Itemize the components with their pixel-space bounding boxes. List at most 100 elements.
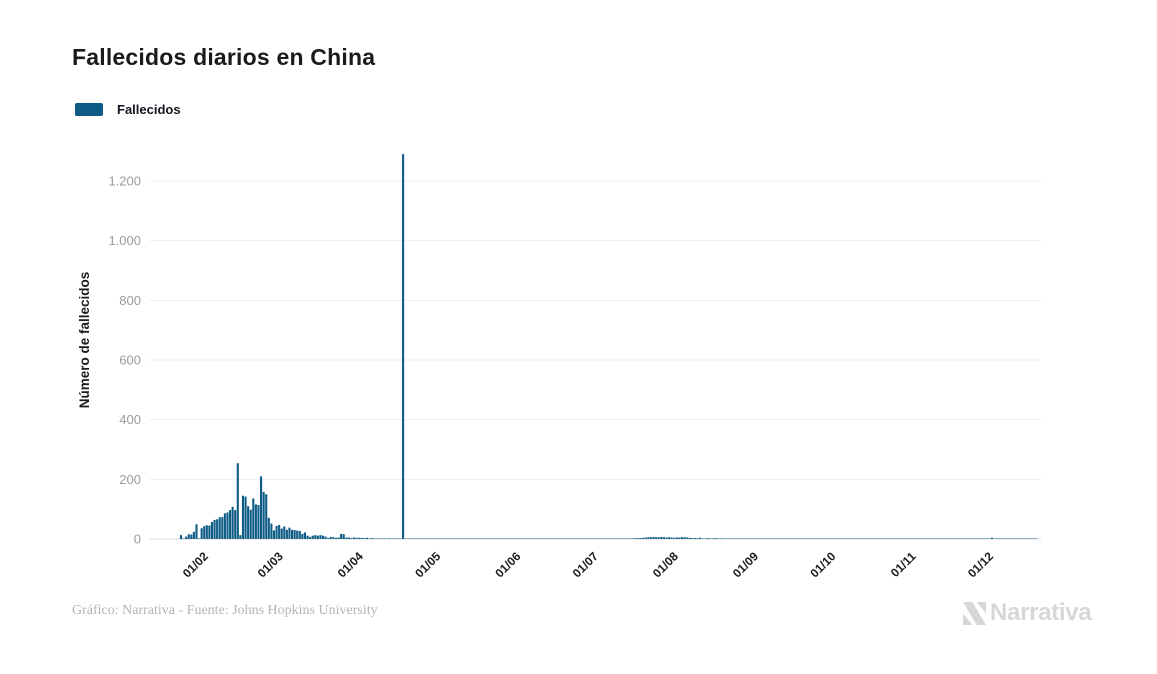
bar[interactable] <box>861 538 864 539</box>
bar[interactable] <box>823 538 826 539</box>
bar[interactable] <box>340 533 343 539</box>
bar[interactable] <box>678 537 681 539</box>
bar[interactable] <box>386 538 389 539</box>
bar[interactable] <box>210 521 214 539</box>
bar[interactable] <box>280 528 283 539</box>
bar[interactable] <box>965 538 968 539</box>
bar[interactable] <box>841 538 844 539</box>
bar[interactable] <box>771 538 774 539</box>
bar[interactable] <box>688 537 691 539</box>
bar[interactable] <box>773 538 777 539</box>
bar[interactable] <box>934 538 937 539</box>
bar[interactable] <box>489 538 492 539</box>
bar[interactable] <box>564 538 567 539</box>
bar[interactable] <box>820 538 823 539</box>
bar[interactable] <box>518 538 521 539</box>
bar[interactable] <box>497 538 500 539</box>
bar[interactable] <box>856 538 859 539</box>
bar[interactable] <box>983 538 986 539</box>
bar[interactable] <box>360 537 363 539</box>
bar[interactable] <box>399 538 402 539</box>
bar[interactable] <box>593 538 596 539</box>
bar[interactable] <box>1024 538 1027 539</box>
bar[interactable] <box>582 538 585 539</box>
bar[interactable] <box>854 538 857 539</box>
bar[interactable] <box>538 538 542 539</box>
bar[interactable] <box>699 537 702 539</box>
bar[interactable] <box>363 538 366 539</box>
bar[interactable] <box>717 538 720 539</box>
bar[interactable] <box>657 537 660 539</box>
bar[interactable] <box>329 536 332 539</box>
bar[interactable] <box>864 538 867 539</box>
bar[interactable] <box>334 537 337 539</box>
bar[interactable] <box>270 523 273 539</box>
bar[interactable] <box>1021 538 1024 539</box>
bar[interactable] <box>998 538 1001 539</box>
bar[interactable] <box>714 538 717 539</box>
bar[interactable] <box>376 538 379 539</box>
bar[interactable] <box>611 538 614 539</box>
bar[interactable] <box>624 538 627 539</box>
bar[interactable] <box>1011 538 1014 539</box>
bar[interactable] <box>505 538 508 539</box>
bar[interactable] <box>977 538 981 539</box>
bar[interactable] <box>792 538 795 539</box>
bar[interactable] <box>427 538 430 539</box>
bar[interactable] <box>941 538 944 539</box>
bar[interactable] <box>680 537 684 539</box>
bar[interactable] <box>613 538 616 539</box>
bar[interactable] <box>859 538 862 539</box>
bar[interactable] <box>639 538 642 539</box>
bar[interactable] <box>179 535 183 539</box>
bar[interactable] <box>319 535 322 539</box>
bar[interactable] <box>923 538 926 539</box>
bar[interactable] <box>371 538 374 539</box>
bar[interactable] <box>913 538 916 539</box>
bar[interactable] <box>290 529 294 539</box>
bar[interactable] <box>637 538 640 539</box>
bar[interactable] <box>957 538 960 539</box>
bar[interactable] <box>900 538 903 539</box>
bar[interactable] <box>742 538 746 539</box>
bar[interactable] <box>1001 538 1004 539</box>
bar[interactable] <box>869 538 872 539</box>
bar[interactable] <box>990 537 993 539</box>
bar[interactable] <box>706 538 709 539</box>
bar[interactable] <box>779 538 782 539</box>
bar[interactable] <box>288 527 291 539</box>
legend-item-fallecidos[interactable]: Fallecidos <box>117 102 181 117</box>
bar[interactable] <box>810 538 813 539</box>
bar[interactable] <box>1008 538 1012 539</box>
bar[interactable] <box>252 498 255 539</box>
bar[interactable] <box>507 538 511 539</box>
bar[interactable] <box>337 537 340 539</box>
bar[interactable] <box>438 538 441 539</box>
bar[interactable] <box>587 538 591 539</box>
bar[interactable] <box>655 537 658 539</box>
bar[interactable] <box>567 538 570 539</box>
bar[interactable] <box>665 537 668 539</box>
bar[interactable] <box>872 538 875 539</box>
bar[interactable] <box>722 538 725 539</box>
bar[interactable] <box>1016 538 1019 539</box>
bar[interactable] <box>835 538 839 539</box>
bar[interactable] <box>231 506 234 539</box>
bar[interactable] <box>988 538 991 539</box>
bar[interactable] <box>557 538 560 539</box>
bar[interactable] <box>213 519 216 539</box>
bar[interactable] <box>389 538 392 539</box>
bar[interactable] <box>321 535 325 539</box>
bar[interactable] <box>500 538 503 539</box>
bar[interactable] <box>776 538 779 539</box>
bar[interactable] <box>763 538 766 539</box>
bar[interactable] <box>745 538 748 539</box>
bar[interactable] <box>267 517 270 539</box>
bar[interactable] <box>704 538 707 539</box>
bar[interactable] <box>975 538 978 539</box>
bar[interactable] <box>838 538 841 539</box>
bar[interactable] <box>554 538 557 539</box>
bar[interactable] <box>673 537 676 539</box>
bar[interactable] <box>383 538 387 539</box>
bar[interactable] <box>190 534 193 539</box>
